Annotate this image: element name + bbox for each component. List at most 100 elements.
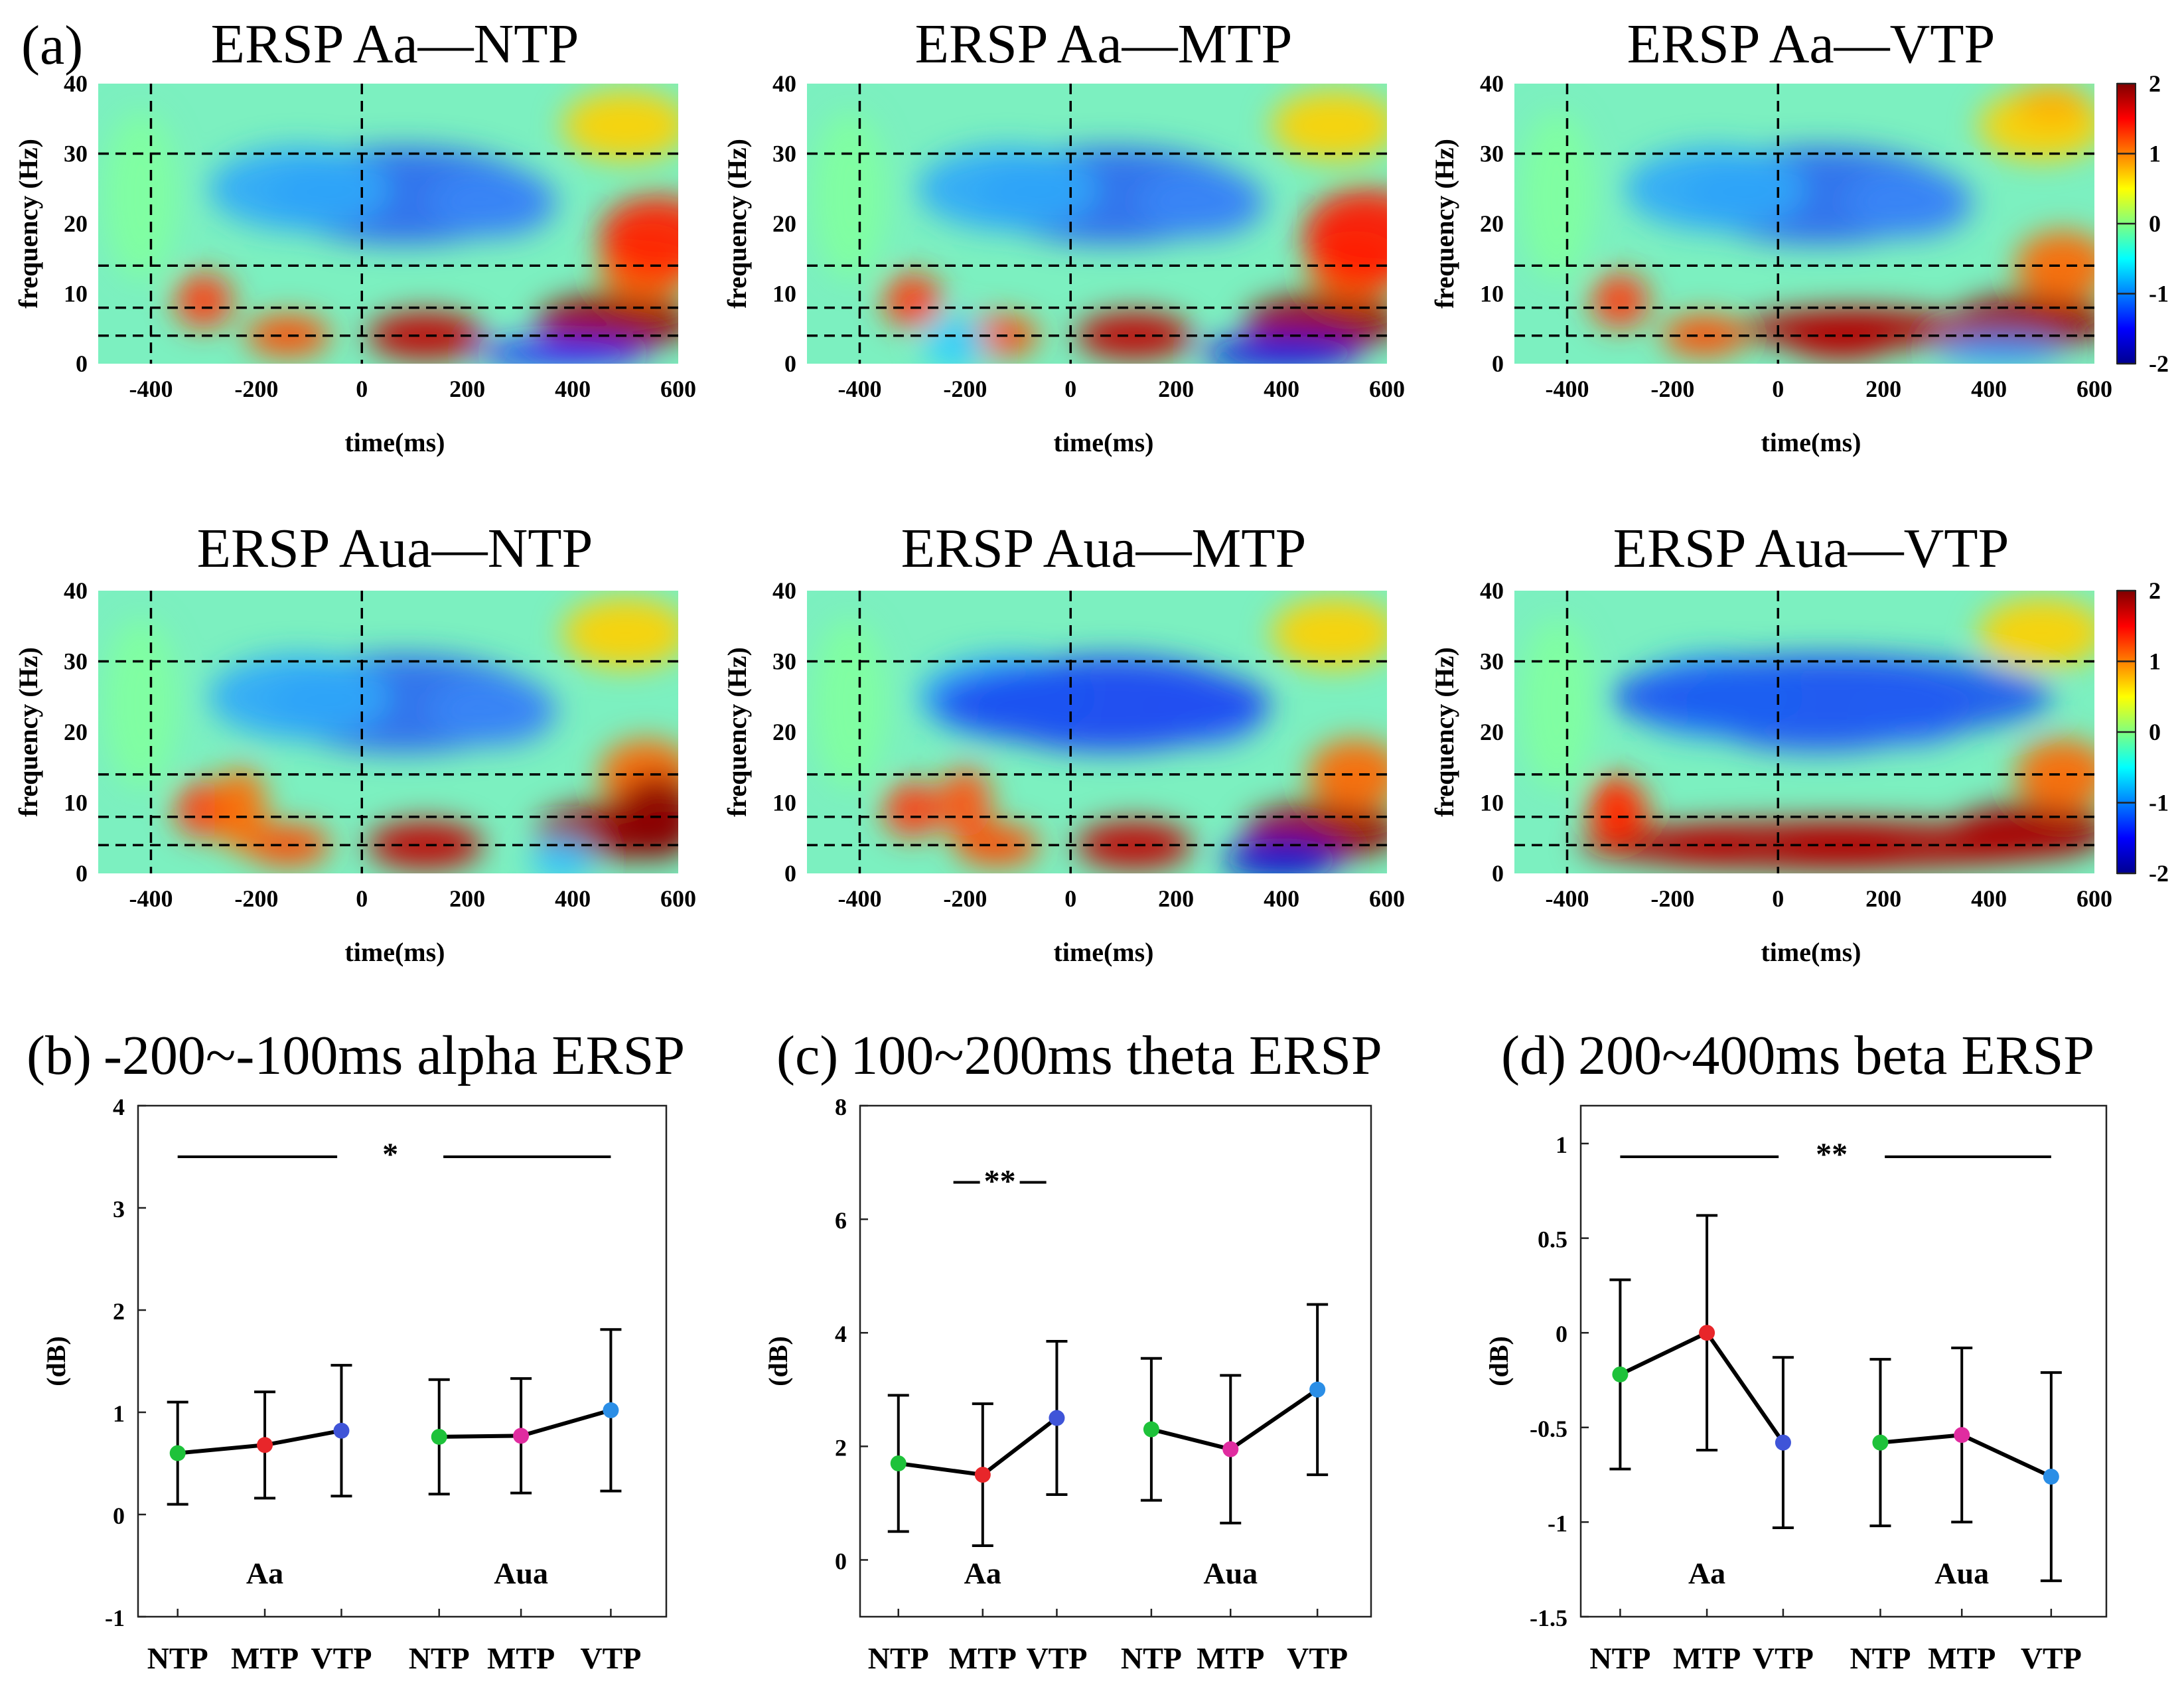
- colorbar-tick-label: 0: [2149, 719, 2161, 745]
- heatmap-panel: ERSP Aua—VTP 0 10 20 30 40 -400 -200 0 200 400 600 t…: [1429, 518, 2112, 967]
- x-tick-label: -400: [1545, 376, 1589, 402]
- heatmap-region: [1846, 167, 1974, 238]
- y-tick-label: 40: [1480, 70, 1504, 97]
- heatmap-region: [562, 597, 678, 669]
- x-tick-label: -200: [234, 885, 278, 912]
- heatmap-region: [175, 272, 233, 329]
- plot-frame: [859, 1104, 1372, 1618]
- heatmap-region: [367, 311, 484, 360]
- data-point: [890, 1455, 907, 1471]
- x-tick-label: -200: [1650, 885, 1694, 912]
- y-tick-label: -1.5: [1530, 1605, 1567, 1631]
- heatmap-region: [599, 195, 678, 280]
- x-tick-label: 600: [660, 885, 696, 912]
- heatmap-region: [103, 111, 178, 280]
- heatmap-region: [1302, 188, 1387, 287]
- significance-marker: **: [984, 1164, 1016, 1199]
- x-category-label: NTP: [1850, 1641, 1911, 1675]
- heatmap-region: [208, 146, 388, 231]
- y-tick-label: 10: [64, 790, 88, 816]
- y-axis-label: (dB): [41, 1336, 71, 1386]
- y-axis-label: (dB): [1484, 1336, 1514, 1386]
- heatmap-region: [883, 781, 942, 838]
- x-tick-label: 600: [1369, 376, 1405, 402]
- heatmap-region: [1588, 774, 1641, 846]
- heatmap-region: [615, 774, 678, 859]
- heatmap-region: [1307, 739, 1387, 810]
- x-axis-label: time(ms): [344, 427, 445, 457]
- y-axis-label: frequency (Hz): [1429, 139, 1459, 309]
- data-point: [1872, 1434, 1889, 1451]
- heatmap-title: ERSP Aa—NTP: [211, 13, 579, 75]
- y-tick-label: 0: [784, 860, 796, 887]
- colorbar-tick-label: -1: [2149, 790, 2169, 816]
- y-tick-label: 40: [1480, 577, 1504, 604]
- data-point: [333, 1422, 350, 1439]
- heatmap-panel: ERSP Aa—NTP 0 10 20 30 40 -400 -200 0 200 400 600 ti…: [13, 13, 696, 457]
- heatmap-panel: ERSP Aa—VTP 0 10 20 30 40 -400 -200 0 200 400 600 ti…: [1429, 13, 2112, 457]
- y-axis-label: frequency (Hz): [722, 139, 752, 309]
- y-tick-label: 30: [772, 141, 796, 167]
- y-axis-label: frequency (Hz): [722, 647, 752, 817]
- y-axis-label: frequency (Hz): [13, 139, 43, 309]
- y-tick-label: -1: [1548, 1510, 1567, 1536]
- x-category-label: VTP: [311, 1641, 372, 1675]
- y-tick-label: 40: [64, 70, 88, 97]
- heatmap-region: [917, 146, 1097, 231]
- data-point: [1143, 1421, 1159, 1438]
- heatmap-region: [1202, 335, 1361, 364]
- x-category-label: MTP: [949, 1641, 1017, 1675]
- x-tick-label: 0: [356, 376, 368, 402]
- x-category-label: NTP: [147, 1641, 208, 1675]
- y-tick-label: 3: [113, 1196, 125, 1222]
- colorbar: 2 1 0 -1 -2: [2116, 70, 2169, 377]
- heatmap-region: [922, 315, 987, 364]
- heatmap-region: [1271, 597, 1387, 669]
- x-tick-label: 0: [356, 885, 368, 912]
- group-label-aa: Aa: [246, 1556, 283, 1590]
- heatmap-region: [1978, 597, 2094, 669]
- y-tick-label: 20: [64, 719, 88, 745]
- line-plot-panel: (c) 100~200ms theta ERSP 0 2 4 6 8 (dB) NTP MTP VT…: [763, 1025, 1382, 1675]
- x-category-label: VTP: [580, 1641, 641, 1675]
- y-axis-label: frequency (Hz): [13, 647, 43, 817]
- heatmap-region: [1223, 838, 1340, 873]
- heatmap-region: [2015, 739, 2094, 810]
- x-tick-label: -400: [837, 885, 881, 912]
- x-axis-label: time(ms): [1761, 427, 1861, 457]
- y-tick-label: 30: [64, 141, 88, 167]
- data-point: [169, 1445, 186, 1461]
- heatmap-region: [1625, 146, 1804, 231]
- y-tick-label: 10: [772, 790, 796, 816]
- x-tick-label: 200: [1158, 885, 1194, 912]
- heatmap-region: [478, 339, 647, 364]
- heatmap-region: [933, 661, 1272, 747]
- heatmap-region: [1741, 307, 1974, 350]
- y-tick-label: 4: [113, 1094, 125, 1120]
- x-tick-label: 600: [2076, 376, 2112, 402]
- y-tick-label: 10: [772, 281, 796, 307]
- y-tick-label: 20: [1480, 719, 1504, 745]
- y-tick-label: 0: [113, 1503, 125, 1529]
- y-tick-label: 20: [64, 210, 88, 237]
- data-point: [974, 1467, 991, 1483]
- plot-panel-label: (d): [1501, 1025, 1566, 1086]
- plot-title-text: -200~-100ms alpha ERSP: [104, 1025, 685, 1086]
- plot-title: (b) -200~-100ms alpha ERSP: [27, 1025, 685, 1086]
- colorbar-tick-label: -2: [2149, 860, 2169, 887]
- y-tick-label: 20: [772, 210, 796, 237]
- data-point: [513, 1428, 530, 1444]
- x-tick-label: -400: [837, 376, 881, 402]
- y-tick-label: 40: [64, 577, 88, 604]
- x-tick-label: 0: [1064, 376, 1076, 402]
- heatmap-region: [208, 654, 388, 739]
- y-tick-label: 2: [835, 1434, 847, 1461]
- heatmap-region: [1609, 654, 2053, 739]
- y-tick-label: 0: [1556, 1321, 1567, 1347]
- data-point: [603, 1402, 619, 1418]
- y-tick-label: 0: [835, 1548, 847, 1574]
- y-tick-label: 0: [76, 860, 88, 887]
- heatmap-region: [812, 111, 887, 280]
- y-tick-label: 8: [835, 1094, 847, 1120]
